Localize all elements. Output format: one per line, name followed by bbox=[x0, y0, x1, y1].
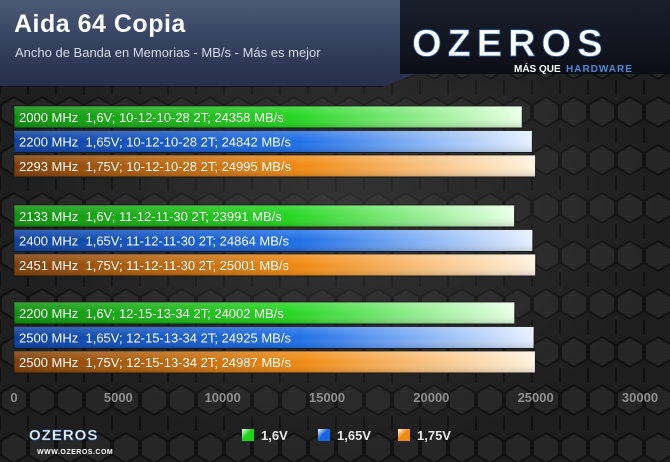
x-tick-label: 30000 bbox=[622, 390, 658, 405]
ozeros-logo: OZEROS MÁS QUE HARDWARE bbox=[412, 23, 633, 75]
bar-shine-g3-3 bbox=[14, 351, 536, 373]
legend-item: 1,65V bbox=[318, 423, 371, 447]
legend-swatch bbox=[398, 429, 410, 441]
bar-label-g3-3: 2500 MHz 1,75V; 12-15-13-34 2T; 24987 MB… bbox=[19, 355, 291, 370]
bar-label-g1-1: 2000 MHz 1,6V; 10-12-10-28 2T; 24358 MB/… bbox=[19, 110, 284, 125]
bar-shine-g2-3 bbox=[14, 254, 536, 276]
bar-shine-g3-2 bbox=[14, 326, 535, 349]
logo-url: WWW.OZEROS.COM bbox=[37, 449, 113, 456]
chart-title: Aida 64 Copia bbox=[14, 10, 186, 38]
x-tick-label: 0 bbox=[10, 390, 17, 405]
legend-swatch bbox=[318, 429, 330, 441]
x-tick-label: 20000 bbox=[413, 390, 449, 405]
legend-label: 1,65V bbox=[337, 427, 371, 443]
x-tick-label: 15000 bbox=[309, 390, 345, 405]
bar-label-g1-2: 2200 MHz 1,65V; 10-12-10-28 2T; 24842 MB… bbox=[19, 135, 291, 150]
bar-label-g2-2: 2400 MHz 1,65V; 11-12-11-30 2T; 24864 MB… bbox=[19, 234, 290, 249]
legend-swatch bbox=[242, 429, 254, 441]
ozeros-small-logo: OZEROS WWW.OZEROS.COM bbox=[29, 427, 113, 456]
logo-panel bbox=[400, 0, 670, 74]
bar-label-g1-3: 2293 MHz 1,75V; 10-12-10-28 2T; 24995 MB… bbox=[19, 159, 291, 174]
logo-tagline-left: MÁS QUE bbox=[514, 62, 561, 75]
chart-subtitle: Ancho de Banda en Memorias - MB/s - Más … bbox=[15, 45, 321, 60]
bar-shine-g1-1 bbox=[14, 106, 523, 128]
x-tick-label: 10000 bbox=[205, 390, 241, 405]
logo-main-text: OZEROS bbox=[412, 23, 608, 65]
bar-label-g2-3: 2451 MHz 1,75V; 11-12-11-30 2T; 25001 MB… bbox=[19, 258, 290, 273]
legend-label: 1,75V bbox=[417, 427, 451, 443]
bar-shine-g1-2 bbox=[14, 130, 533, 153]
bar-shine-g1-3 bbox=[14, 155, 536, 177]
bar-shine-g2-2 bbox=[14, 229, 533, 252]
legend-label: 1,6V bbox=[261, 427, 288, 443]
legend-item: 1,75V bbox=[398, 423, 451, 447]
bar-label-g2-1: 2133 MHz 1,6V; 11-12-11-30 2T; 23991 MB/… bbox=[19, 209, 282, 224]
logo-tagline-right: HARDWARE bbox=[566, 64, 633, 75]
bar-label-g3-1: 2200 MHz 1,6V; 12-15-13-34 2T; 24002 MB/… bbox=[19, 306, 284, 321]
bar-label-g3-2: 2500 MHz 1,65V; 12-15-13-34 2T; 24925 MB… bbox=[19, 331, 291, 346]
chart-legend: 1,6V 1,65V 1,75V bbox=[0, 423, 670, 447]
bar-shine-g2-1 bbox=[14, 205, 515, 227]
x-tick-label: 25000 bbox=[518, 390, 554, 405]
bar-shine-g3-1 bbox=[14, 302, 515, 324]
small-logo-text: OZEROS bbox=[29, 427, 98, 444]
legend-item: 1,6V bbox=[242, 423, 288, 447]
x-tick-label: 5000 bbox=[104, 390, 133, 405]
